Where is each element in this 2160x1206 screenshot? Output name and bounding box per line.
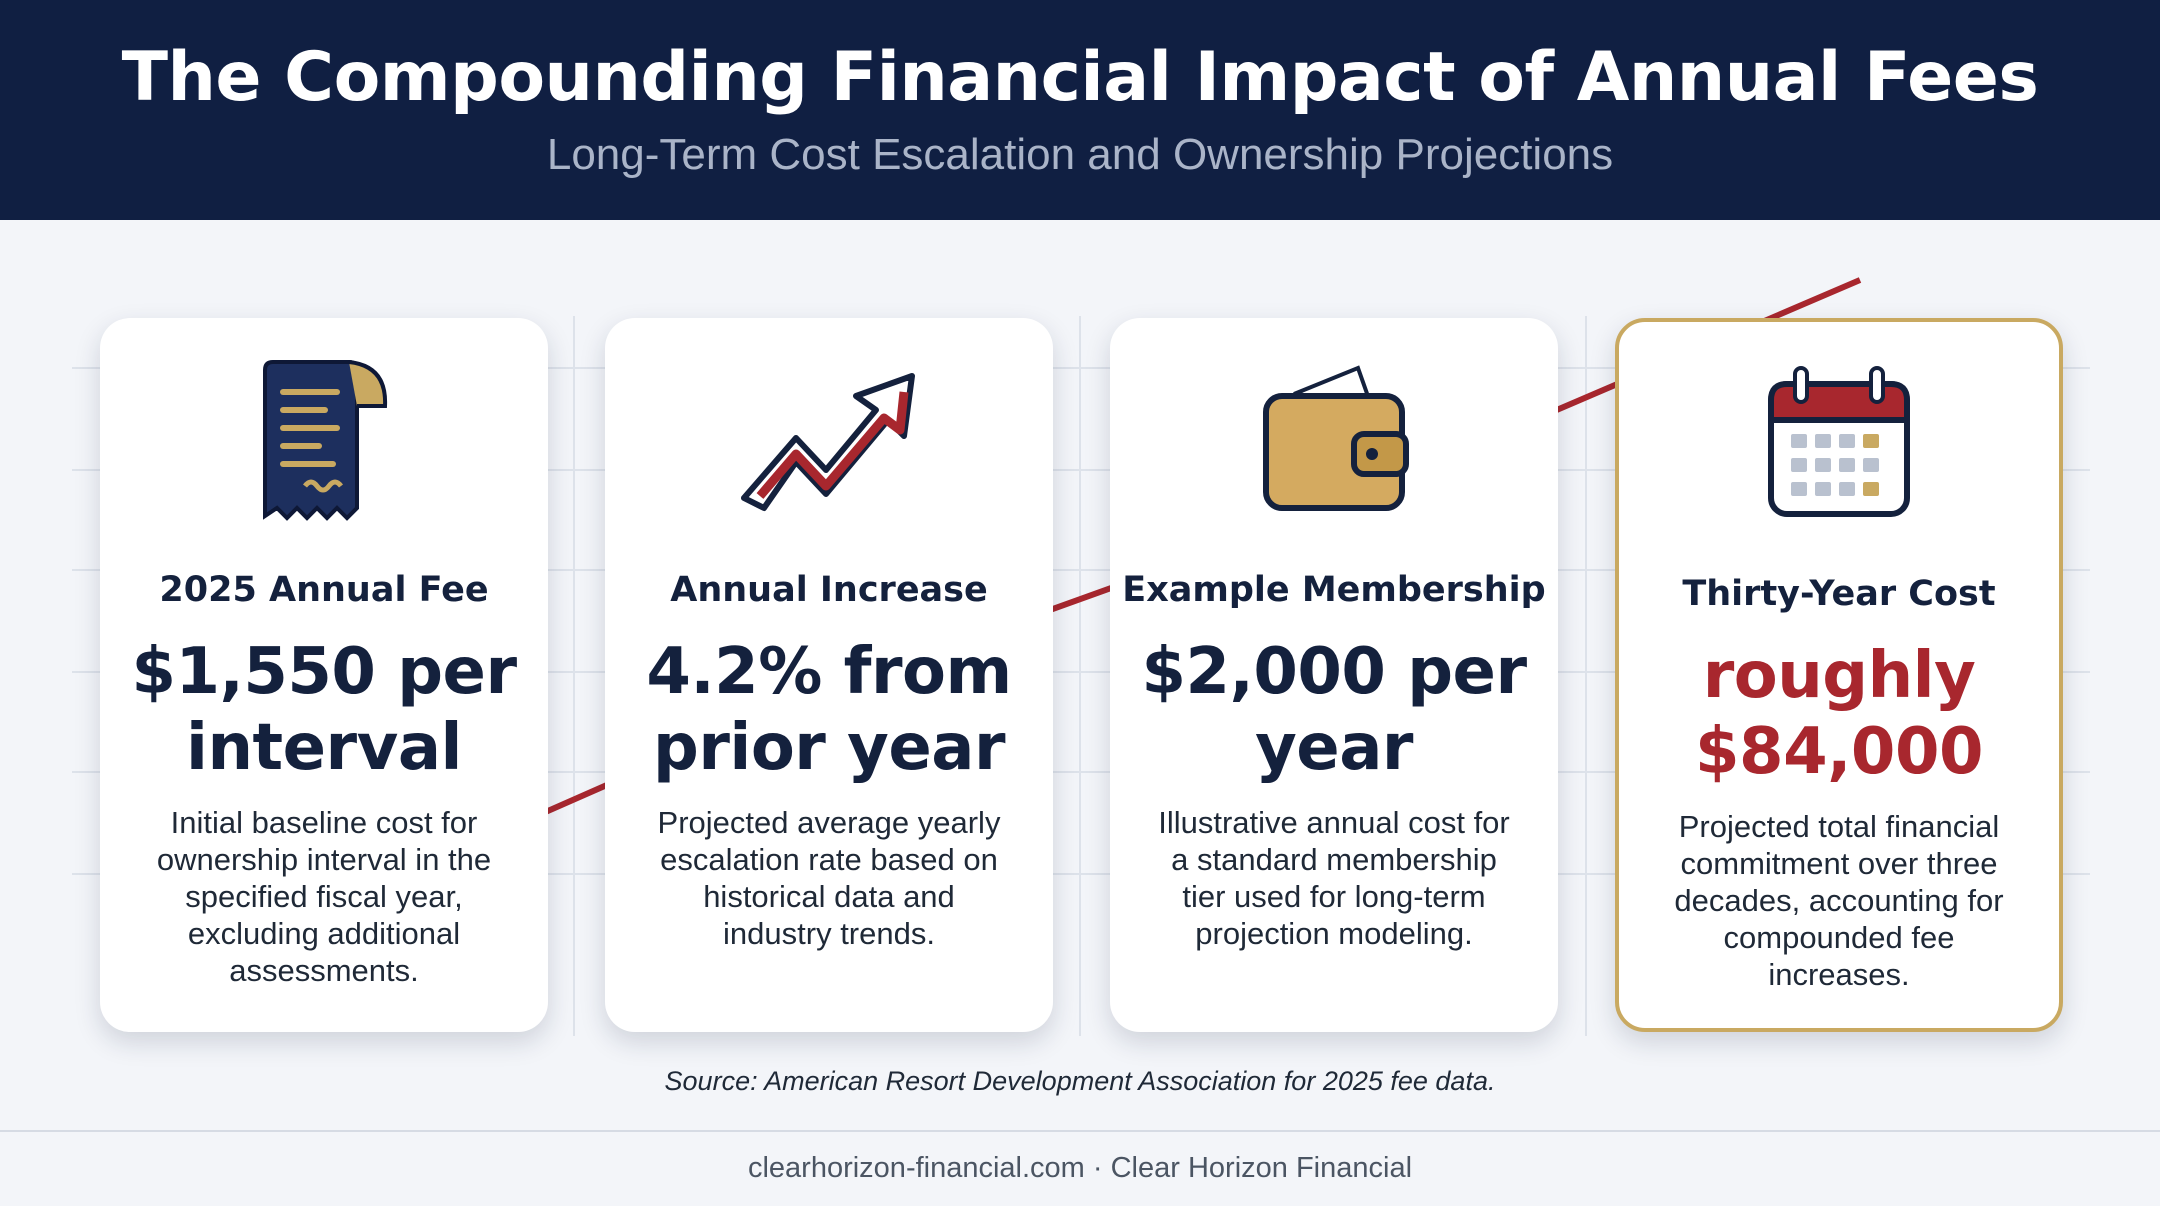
source-note: Source: American Resort Development Asso… [664,1066,1496,1096]
card-annual-fee: 2025 Annual Fee $1,550 per interval Init… [100,318,548,1032]
card-label: Example Membership [1122,570,1546,610]
card-value: $2,000 per year [1141,635,1527,785]
card-annual-increase: Annual Increase 4.2% from prior year Pro… [605,318,1053,1032]
card-description: Projected average yearly escalation rate… [657,805,1001,951]
receipt-icon [100,358,548,528]
card-label: Thirty-Year Cost [1682,574,1996,614]
card-value: roughly $84,000 [1695,639,1984,789]
card-description: Projected total financial commitment ove… [1674,809,2004,992]
calendar-icon [1619,362,2059,532]
card-value: $1,550 per interval [131,635,517,785]
card-description: Illustrative annual cost for a standard … [1158,805,1510,951]
page-subtitle: Long-Term Cost Escalation and Ownership … [546,130,1614,179]
footer-divider [0,1130,2160,1132]
header-banner: The Compounding Financial Impact of Annu… [0,0,2160,220]
footer-credit: clearhorizon-financial.com · Clear Horiz… [747,1152,1413,1184]
card-label: 2025 Annual Fee [159,570,489,610]
card-description: Initial baseline cost for ownership inte… [156,805,492,988]
card-thirty-year-cost: Thirty-Year Cost roughly $84,000 Project… [1615,318,2063,1032]
card-example-membership: Example Membership $2,000 per year Illus… [1110,318,1558,1032]
wallet-icon [1110,358,1558,528]
card-value: 4.2% from prior year [646,635,1012,785]
card-label: Annual Increase [670,570,988,610]
trending-up-arrow-icon [605,358,1053,528]
page-title: The Compounding Financial Impact of Annu… [121,38,2039,117]
